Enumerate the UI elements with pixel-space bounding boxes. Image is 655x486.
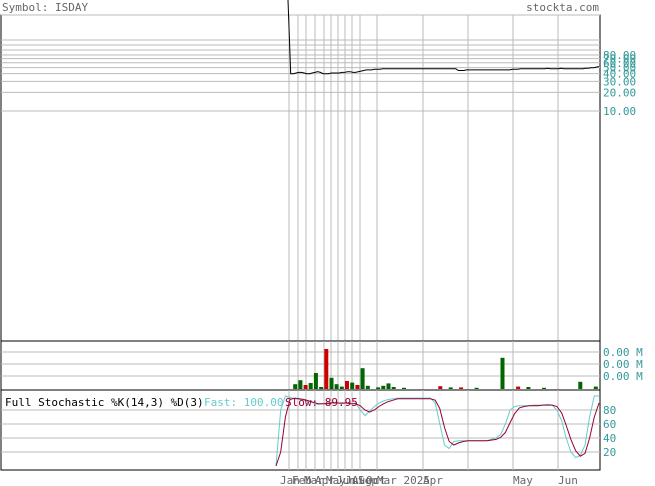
x-axis-tick-label: Jun xyxy=(336,474,356,486)
volume-bar xyxy=(319,387,324,389)
volume-y-tick-label: 0.00 M xyxy=(603,370,643,383)
stochastic-title: Full Stochastic %K(14,3) %D(3) xyxy=(5,396,204,409)
slow-stochastic-line xyxy=(275,397,600,467)
volume-bar xyxy=(303,385,308,389)
price-panel-frame xyxy=(0,14,601,342)
x-axis-tick-label: Apr xyxy=(423,474,443,486)
volume-bar xyxy=(298,380,303,389)
price-y-tick-label: 40.00 xyxy=(603,68,636,81)
volume-bar xyxy=(339,386,344,389)
x-axis-tick-label: May xyxy=(513,474,533,486)
symbol-label: Symbol: ISDAY xyxy=(2,1,88,14)
volume-bar xyxy=(593,386,598,389)
x-axis-tick-label: Apr xyxy=(315,474,335,486)
volume-bars xyxy=(293,349,598,389)
volume-gridlines xyxy=(1,341,600,390)
volume-y-axis-labels: 0.00 M0.00 M0.00 M xyxy=(603,346,643,383)
volume-bar xyxy=(438,386,443,389)
volume-bar xyxy=(334,384,339,389)
volume-bar xyxy=(402,387,406,389)
x-axis-tick-label: Jan xyxy=(280,474,300,486)
price-y-tick-label: 50.00 xyxy=(603,62,636,75)
volume-bar xyxy=(329,377,334,389)
x-axis-tick-label: Sep xyxy=(358,474,378,486)
volume-bar xyxy=(365,385,370,389)
price-y-tick-label: 20.00 xyxy=(603,86,636,99)
stochastic-panel-frame xyxy=(0,389,601,471)
volume-bar xyxy=(459,387,464,389)
volume-bar xyxy=(308,383,313,389)
volume-bar xyxy=(381,385,386,389)
volume-bar xyxy=(526,387,531,389)
x-axis-tick-label: Mar 2025 xyxy=(377,474,430,486)
price-y-tick-label: 80.00 xyxy=(603,49,636,62)
volume-bar xyxy=(542,387,546,389)
volume-bar xyxy=(448,387,453,389)
x-axis-tick-label: Mar xyxy=(304,474,324,486)
x-axis-tick-label: Aug xyxy=(352,474,372,486)
stochastic-y-tick-label: 60 xyxy=(603,418,616,431)
price-y-tick-label: 60.00 xyxy=(603,57,636,70)
volume-bar xyxy=(516,386,521,389)
volume-y-tick-label: 0.00 M xyxy=(603,346,643,359)
volume-bar xyxy=(355,385,360,389)
site-label[interactable]: stockta.com xyxy=(526,1,599,14)
volume-bar xyxy=(324,349,329,389)
price-y-tick-label: 30.00 xyxy=(603,75,636,88)
volume-y-tick-label: 0.00 M xyxy=(603,358,643,371)
stochastic-y-tick-label: 40 xyxy=(603,432,616,445)
volume-bar xyxy=(313,373,318,389)
stochastic-y-tick-label: 20 xyxy=(603,446,616,459)
price-series xyxy=(287,0,600,75)
x-axis-tick-label: Feb xyxy=(292,474,312,486)
stochastic-series xyxy=(275,395,600,467)
volume-bar xyxy=(345,381,349,389)
volume-bar xyxy=(474,387,479,389)
volume-bar xyxy=(391,387,396,389)
x-axis-tick-label: Jun xyxy=(558,474,578,486)
volume-bar xyxy=(360,368,365,389)
stochastic-slow-label: Slow: 89.95 xyxy=(285,396,358,409)
volume-bar xyxy=(350,382,355,389)
volume-panel: 0.00 M0.00 M0.00 M xyxy=(0,340,643,391)
volume-bar xyxy=(500,357,505,389)
volume-bar xyxy=(386,383,391,389)
stochastic-fast-label: Fast: 100.00 xyxy=(204,396,283,409)
price-gridlines xyxy=(1,14,600,341)
volume-bar xyxy=(578,381,583,389)
volume-bar xyxy=(293,384,298,389)
volume-bar xyxy=(376,387,381,389)
x-axis-tick-label: Oct xyxy=(366,474,386,486)
stochastic-y-tick-label: 80 xyxy=(603,404,616,417)
x-axis-tick-label: Jul xyxy=(345,474,365,486)
price-y-tick-label: 10.00 xyxy=(603,105,636,118)
price-y-tick-label: 70.00 xyxy=(603,53,636,66)
price-line xyxy=(287,0,600,75)
x-axis-tick-label: May xyxy=(326,474,346,486)
